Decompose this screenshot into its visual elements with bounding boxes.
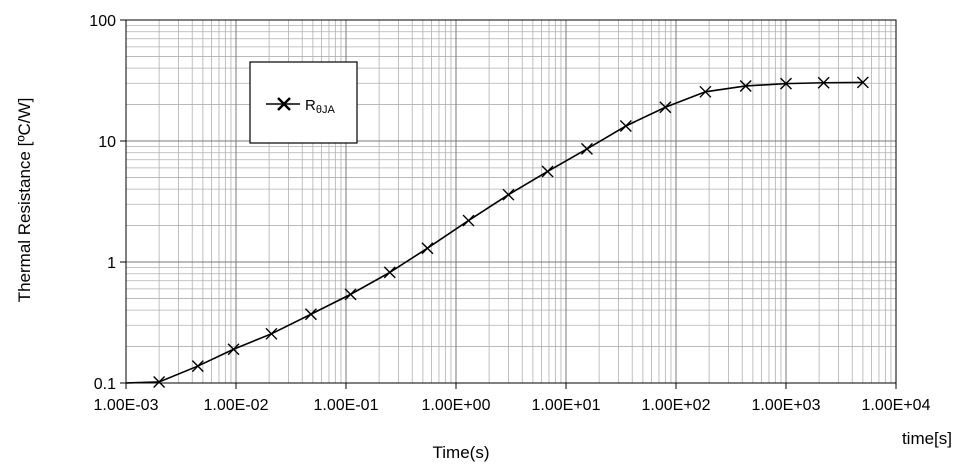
marker-stroke <box>421 242 434 255</box>
x-tick-label: 1.00E+02 <box>642 397 711 414</box>
data-point-marker <box>699 85 712 98</box>
data-point-marker <box>227 343 240 356</box>
series-line-rthetaja <box>125 81 863 384</box>
data-point-marker <box>421 242 434 255</box>
x-axis-unit-label: time[s] <box>902 429 952 448</box>
data-point-marker <box>856 76 869 89</box>
data-point-marker <box>739 79 752 92</box>
data-point-marker <box>580 142 593 155</box>
x-axis-ticks <box>125 383 897 389</box>
x-tick-label: 1.00E-02 <box>204 397 269 414</box>
data-point-marker <box>541 165 554 178</box>
x-tick-label: 1.00E+03 <box>752 397 821 414</box>
data-point-marker <box>780 77 792 90</box>
marker-stroke <box>619 120 632 133</box>
marker-stroke <box>541 165 554 178</box>
data-point-marker <box>502 188 515 201</box>
data-point-marker <box>153 375 166 388</box>
legend: RθJA <box>249 61 358 144</box>
plot-area-frame <box>125 19 897 384</box>
marker-stroke <box>739 79 752 92</box>
marker-stroke <box>304 308 317 321</box>
data-point-marker <box>659 101 672 114</box>
data-point-marker <box>344 288 357 301</box>
marker-stroke <box>780 77 792 90</box>
marker-stroke <box>659 101 672 114</box>
data-point-marker <box>191 360 204 373</box>
data-point-marker <box>462 214 475 227</box>
legend-series-name: R <box>305 97 316 114</box>
x-tick-label: 1.00E+00 <box>422 397 491 414</box>
x-axis-tick-labels: 1.00E-03 1.00E-02 1.00E-01 1.00E+00 1.00E+01… <box>94 397 931 414</box>
data-point-marker <box>304 308 317 321</box>
data-point-marker <box>817 76 830 89</box>
y-tick-label: 1 <box>107 255 116 272</box>
marker-stroke <box>502 188 515 201</box>
y-tick-label: 100 <box>89 13 116 30</box>
marker-stroke <box>383 266 396 279</box>
x-tick-label: 1.00E-01 <box>314 397 379 414</box>
legend-marker-x <box>277 97 291 111</box>
y-axis-ticks <box>120 19 126 384</box>
marker-stroke <box>699 85 712 98</box>
legend-label: RθJA <box>305 97 335 116</box>
x-tick-label: 1.00E+01 <box>532 397 601 414</box>
marker-stroke <box>227 343 240 356</box>
marker-stroke <box>344 288 357 301</box>
series-markers-rthetaja <box>153 76 869 388</box>
x-tick-label: 1.00E-03 <box>94 397 159 414</box>
marker-stroke <box>265 327 278 340</box>
marker-stroke <box>462 214 475 227</box>
marker-stroke <box>817 76 830 89</box>
y-tick-label: 10 <box>98 134 116 151</box>
data-point-marker <box>265 327 278 340</box>
y-tick-label: 0.1 <box>94 376 116 393</box>
x-axis-title: Time(s) <box>433 443 490 462</box>
data-point-marker <box>619 120 632 133</box>
data-point-marker <box>383 266 396 279</box>
marker-stroke <box>580 142 593 155</box>
marker-stroke <box>153 375 166 388</box>
x-tick-label: 1.00E+04 <box>862 397 931 414</box>
marker-stroke <box>856 76 869 89</box>
y-axis-title: Thermal Resistance [ºC/W] <box>15 98 34 303</box>
minor-gridlines <box>126 20 896 383</box>
legend-series-subscript: θJA <box>316 104 336 116</box>
marker-stroke <box>191 360 204 373</box>
legend-box <box>249 61 358 144</box>
y-axis-tick-labels: 0.1 1 10 100 <box>89 13 116 393</box>
major-gridlines <box>125 19 897 384</box>
